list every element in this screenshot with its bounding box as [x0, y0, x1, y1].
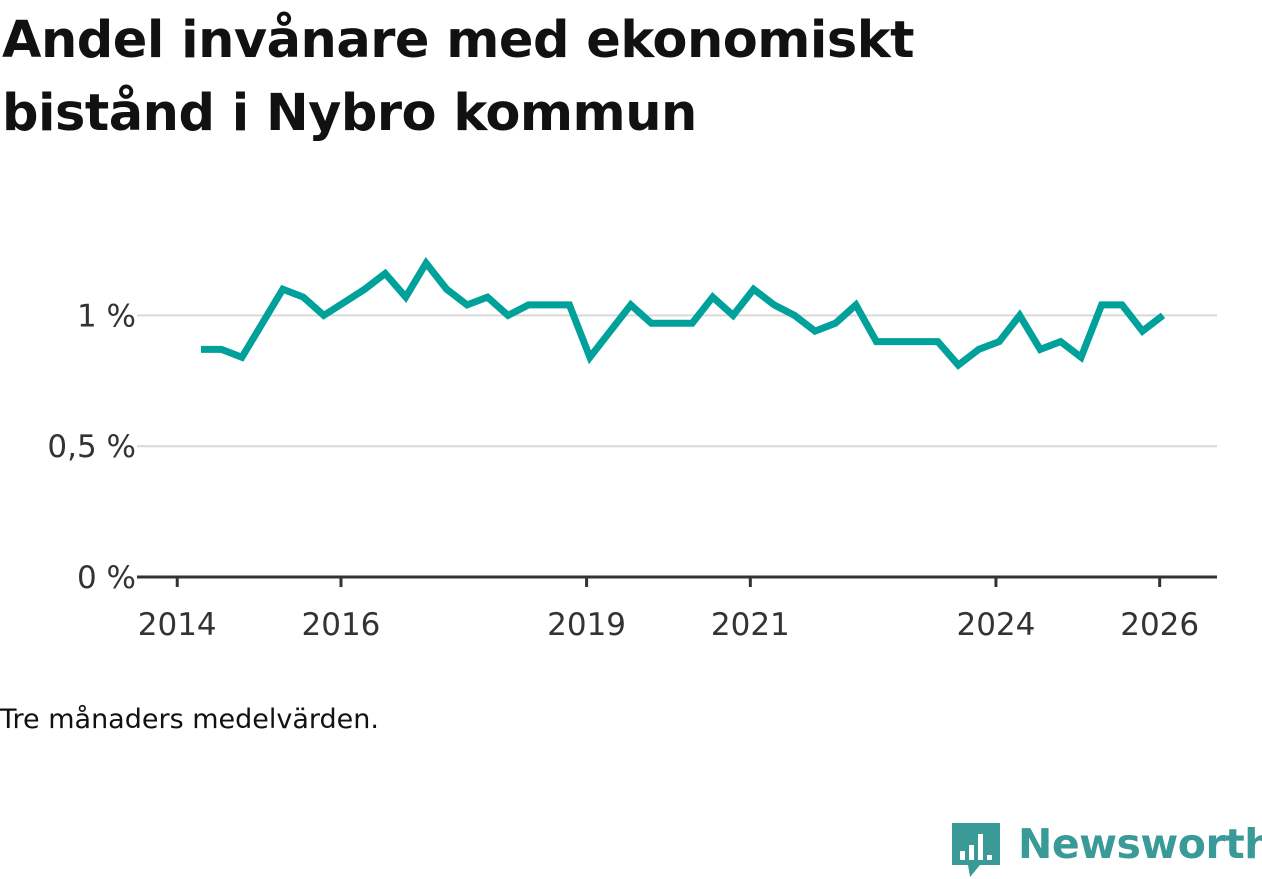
x-axis-ticks [175, 577, 1162, 587]
y-tick-label: 0,5 % [47, 429, 136, 465]
line-chart: 0 % 0,5 % 1 % 2014 2016 2019 2021 2024 2026 [47, 256, 1217, 643]
x-tick-label: 2016 [302, 607, 381, 643]
chart-caption: Tre månaders medelvärden. [0, 704, 379, 735]
gridlines [137, 314, 1217, 448]
y-tick-label: 1 % [77, 298, 136, 334]
x-tick-label: 2024 [956, 607, 1035, 643]
x-tick-label: 2019 [547, 607, 626, 643]
newsworthy-bar-chart-bubble-icon [952, 823, 1000, 877]
brand-logo: Newsworthy [950, 818, 1262, 878]
x-tick-label: 2026 [1120, 607, 1199, 643]
chart-title: Andel invånare med ekonomiskt bistånd i … [2, 11, 915, 143]
brand-name: Newsworthy [1018, 820, 1262, 868]
x-axis-labels: 2014 2016 2019 2021 2024 2026 [138, 607, 1199, 643]
y-axis-labels: 0 % 0,5 % 1 % [47, 298, 136, 596]
x-tick-label: 2014 [138, 607, 217, 643]
series-line [201, 256, 1166, 370]
x-tick-label: 2021 [711, 607, 790, 643]
y-tick-label: 0 % [77, 560, 136, 596]
